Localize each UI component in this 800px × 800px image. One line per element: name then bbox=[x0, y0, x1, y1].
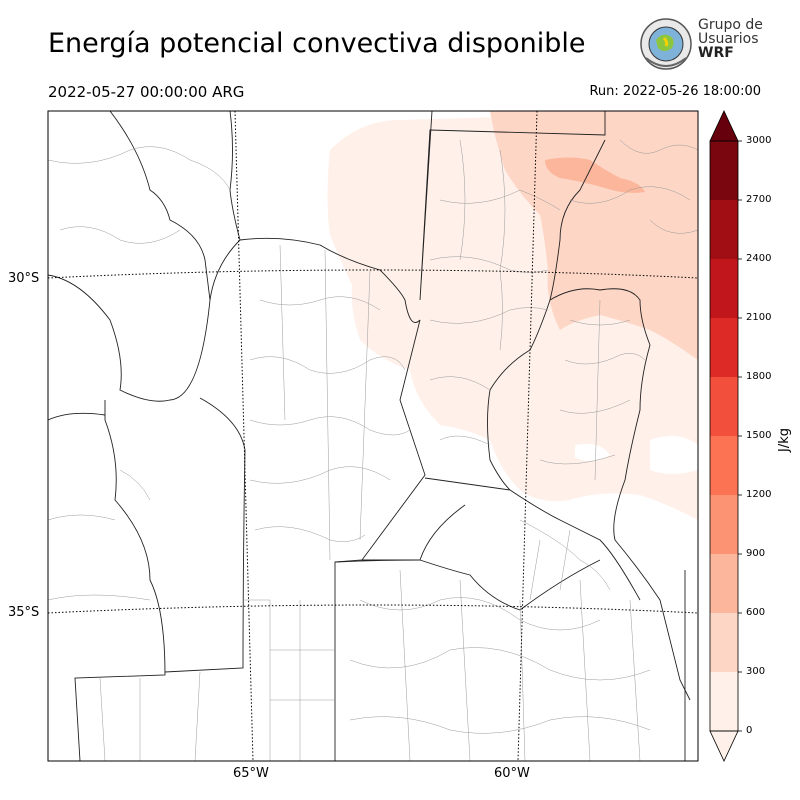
colorbar-bin-8 bbox=[710, 200, 738, 259]
colorbar bbox=[709, 110, 742, 762]
colorbar-tick-label: 900 bbox=[746, 548, 766, 559]
lon-label-60w: 60°W bbox=[494, 766, 530, 781]
colorbar-tick-label: 1800 bbox=[746, 371, 772, 382]
colorbar-tick-label: 1500 bbox=[746, 430, 772, 441]
colorbar-tick-label: 1200 bbox=[746, 489, 772, 500]
page-title: Energía potencial convectiva disponible bbox=[48, 28, 586, 59]
colorbar-tick-label: 0 bbox=[746, 725, 753, 736]
colorbar-bin-5 bbox=[710, 377, 738, 436]
colorbar-bin-9 bbox=[710, 141, 738, 200]
colorbar-bin-3 bbox=[710, 495, 738, 554]
wrf-logo: Grupo de Usuarios WRF bbox=[638, 14, 778, 76]
cape-region-300-600 bbox=[490, 111, 698, 360]
cape-field bbox=[48, 111, 698, 761]
lat-label-30s: 30°S bbox=[8, 271, 40, 286]
colorbar-tick-label: 2700 bbox=[746, 194, 772, 205]
colorbar-bin-1 bbox=[710, 613, 738, 672]
parallel-35s bbox=[48, 604, 698, 614]
globe-logo-icon bbox=[640, 18, 692, 70]
lat-label-35s: 35°S bbox=[8, 605, 40, 620]
colorbar-tick-label: 3000 bbox=[746, 135, 772, 146]
colorbar-unit: J/kg bbox=[777, 428, 792, 452]
colorbar-tick-label: 2100 bbox=[746, 312, 772, 323]
colorbar-tick-label: 2400 bbox=[746, 253, 772, 264]
colorbar-tick-label: 300 bbox=[746, 666, 766, 677]
colorbar-bin-2 bbox=[710, 554, 738, 613]
colorbar-bin-6 bbox=[710, 318, 738, 377]
cape-region-600-900 bbox=[545, 157, 645, 193]
colorbar-bin-7 bbox=[710, 259, 738, 318]
logo-line-3: WRF bbox=[698, 45, 734, 61]
colorbar-tick-label: 600 bbox=[746, 607, 766, 618]
colorbar-bin-0 bbox=[710, 672, 738, 731]
logo-line-2: Usuarios bbox=[698, 31, 759, 47]
colorbar-over-extend bbox=[709, 110, 739, 142]
colorbar-bin-4 bbox=[710, 436, 738, 495]
graticule bbox=[48, 111, 698, 761]
run-time: Run: 2022-05-26 18:00:00 bbox=[589, 84, 761, 99]
political-boundaries bbox=[48, 111, 698, 761]
colorbar-under-extend bbox=[709, 730, 739, 762]
lon-label-65w: 65°W bbox=[233, 766, 269, 781]
logo-line-1: Grupo de bbox=[698, 17, 763, 33]
map-frame bbox=[47, 110, 699, 762]
valid-time: 2022-05-27 00:00:00 ARG bbox=[48, 83, 245, 101]
parallel-30s bbox=[48, 269, 698, 279]
